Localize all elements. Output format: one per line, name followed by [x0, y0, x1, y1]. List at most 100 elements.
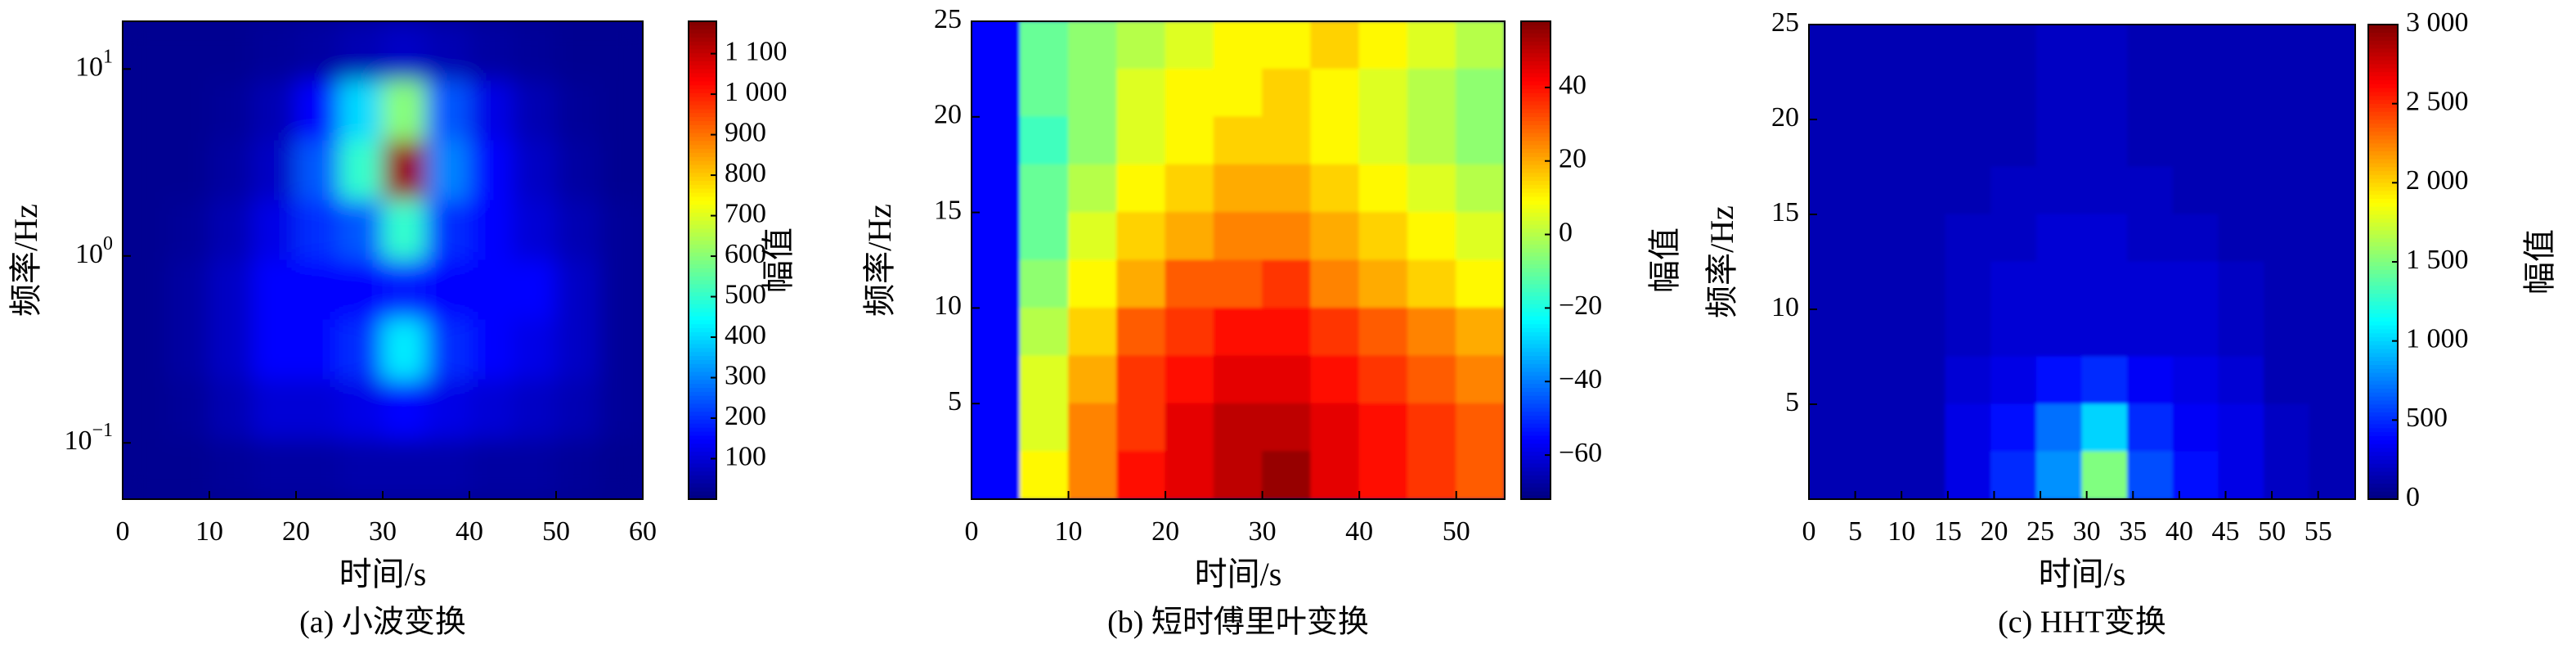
- heatmap-cell: [382, 80, 427, 142]
- colorbar-swatch: [689, 212, 716, 217]
- colorbar-tick-label: −20: [1559, 290, 1602, 321]
- heatmap-cell: [339, 21, 384, 82]
- heatmap-cell: [512, 319, 557, 381]
- heatmap-cell: [512, 200, 557, 261]
- heatmap-cell: [1019, 355, 1070, 404]
- heatmap-cell: [1945, 403, 1992, 453]
- colorbar-swatch: [1521, 216, 1551, 221]
- heatmap-cell: [2081, 25, 2129, 73]
- colorbar-swatch: [1521, 251, 1551, 257]
- heatmap-cell: [1165, 355, 1214, 404]
- colorbar-swatch: [2368, 83, 2398, 88]
- colorbar-swatch: [2368, 483, 2398, 488]
- colorbar-swatch: [689, 84, 716, 90]
- colorbar-swatch: [689, 276, 716, 281]
- colorbar-swatch: [2368, 28, 2398, 33]
- colorbar-swatch: [2368, 36, 2398, 41]
- colorbar-swatch: [1521, 411, 1551, 417]
- heatmap-area: [123, 21, 643, 499]
- colorbar-swatch: [689, 160, 716, 165]
- colorbar-swatch: [689, 430, 716, 436]
- heatmap-cell: [2309, 356, 2355, 405]
- heatmap-cell: [2309, 451, 2355, 499]
- heatmap-cell: [1116, 21, 1166, 70]
- heatmap-area: [1809, 25, 2355, 499]
- colorbar-tick-label: 300: [725, 360, 766, 390]
- colorbar-swatch: [2368, 245, 2398, 250]
- heatmap-cell: [2309, 308, 2355, 358]
- colorbar-swatch: [1521, 430, 1551, 436]
- colorbar-swatch: [2368, 257, 2398, 263]
- colorbar-tick-label: 400: [725, 320, 766, 350]
- heatmap-cell: [2309, 71, 2355, 120]
- heatmap-cell: [512, 80, 557, 142]
- heatmap-cell: [972, 403, 1021, 453]
- colorbar-swatch: [1521, 355, 1551, 360]
- colorbar-swatch: [1521, 120, 1551, 125]
- heatmap-cell: [2081, 308, 2129, 358]
- colorbar-swatch: [689, 144, 716, 150]
- heatmap-cell: [2127, 25, 2174, 73]
- heatmap-cell: [1068, 164, 1118, 214]
- heatmap-cell: [1456, 355, 1505, 404]
- colorbar-swatch: [689, 475, 716, 480]
- heatmap-cell: [1019, 212, 1070, 261]
- colorbar-swatch: [1521, 204, 1551, 209]
- heatmap-cell: [252, 200, 297, 261]
- colorbar-tick-label: 700: [725, 198, 766, 228]
- heatmap-cell: [339, 259, 384, 321]
- y-tick-label: 5: [1785, 387, 1799, 417]
- colorbar-swatch: [2368, 475, 2398, 480]
- colorbar-swatch: [689, 272, 716, 277]
- heatmap-cell: [165, 200, 210, 261]
- heatmap-cell: [1116, 164, 1166, 214]
- heatmap-cell: [1019, 307, 1070, 357]
- x-tick-label: 45: [2211, 516, 2239, 547]
- heatmap-cell: [1854, 308, 1901, 358]
- colorbar-swatch: [1521, 315, 1551, 321]
- colorbar-swatch: [1521, 188, 1551, 193]
- heatmap-cell: [1407, 403, 1457, 453]
- heatmap-cell: [2035, 25, 2083, 73]
- colorbar-swatch: [689, 196, 716, 201]
- colorbar-swatch: [2368, 182, 2398, 187]
- heatmap-cell: [1068, 68, 1118, 118]
- colorbar-swatch: [2368, 444, 2398, 448]
- heatmap-cell: [2127, 451, 2174, 499]
- colorbar-swatch: [2368, 431, 2398, 436]
- heatmap-cell: [1899, 214, 1946, 263]
- colorbar-swatch: [2368, 332, 2398, 338]
- colorbar-swatch: [2368, 420, 2398, 425]
- heatmap-cell: [1945, 71, 1992, 120]
- colorbar-swatch: [689, 319, 716, 325]
- heatmap-cell: [1068, 212, 1118, 261]
- colorbar-swatch: [2368, 95, 2398, 101]
- heatmap-cell: [2035, 119, 2083, 168]
- x-tick-label: 50: [2258, 516, 2286, 547]
- colorbar-swatch: [1521, 101, 1551, 106]
- heatmap-cell: [209, 259, 254, 321]
- colorbar-swatch: [1521, 479, 1551, 484]
- colorbar-swatch: [1521, 327, 1551, 332]
- colorbar-swatch: [689, 33, 716, 38]
- colorbar-tick-label: 500: [725, 279, 766, 309]
- colorbar-swatch: [1521, 220, 1551, 225]
- colorbar-swatch: [1521, 92, 1551, 97]
- heatmap-cell: [1358, 212, 1408, 261]
- colorbar-swatch: [2368, 194, 2398, 199]
- heatmap-cell: [209, 439, 254, 499]
- y-tick-label: 5: [948, 386, 962, 417]
- heatmap-cell: [555, 259, 600, 321]
- colorbar-swatch: [2368, 123, 2398, 128]
- colorbar-swatch: [2368, 99, 2398, 104]
- colorbar-swatch: [689, 41, 716, 46]
- heatmap-cell: [1854, 166, 1901, 215]
- heatmap-cell: [2309, 261, 2355, 310]
- heatmap-cell: [1213, 164, 1263, 214]
- x-axis-label: 时间/s: [339, 556, 427, 592]
- y-axis-label: 频率/Hz: [1703, 205, 1740, 318]
- x-axis-label: 时间/s: [1195, 556, 1282, 592]
- heatmap-cells: [972, 21, 1505, 499]
- colorbar-swatch: [689, 355, 716, 360]
